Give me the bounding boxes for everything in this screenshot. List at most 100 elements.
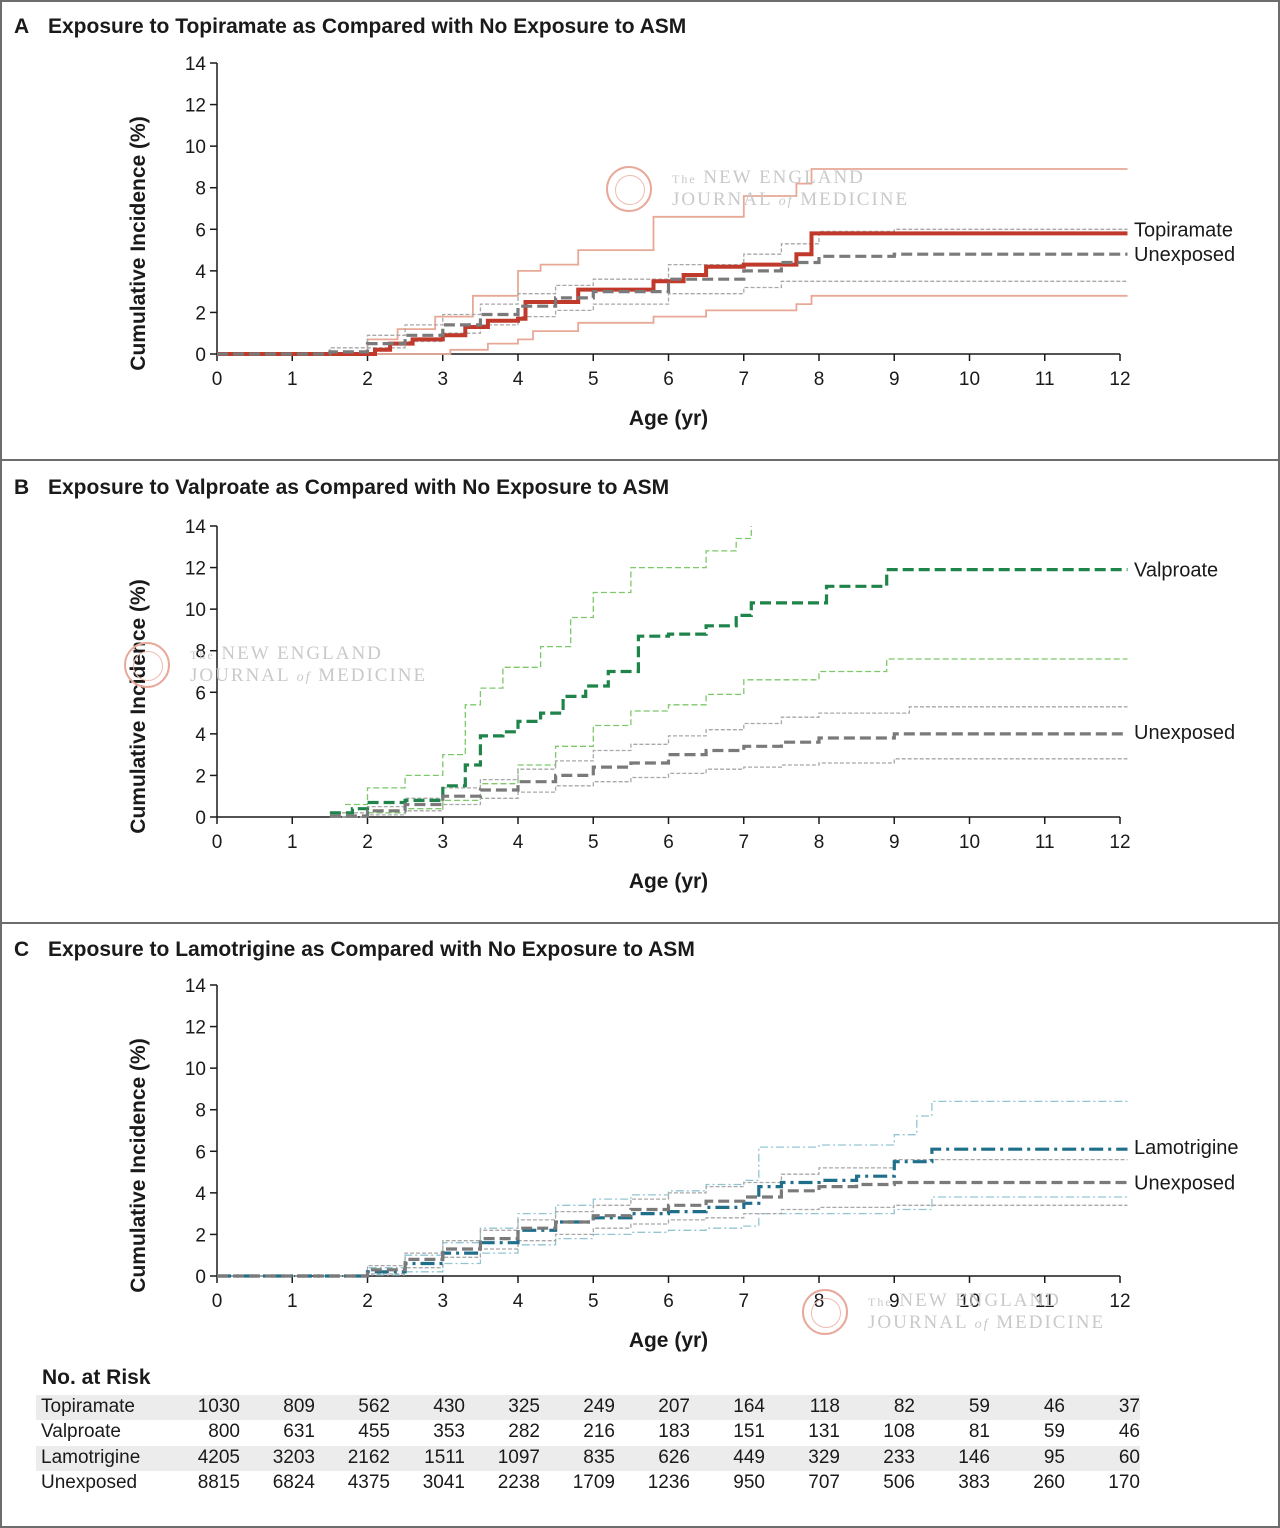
risk-cell: 59 [968,1396,990,1417]
risk-cell: 329 [808,1446,840,1468]
y-tick-label: 6 [195,220,206,241]
x-tick-label: 2 [362,1291,373,1312]
y-tick-label: 14 [185,976,207,997]
risk-cell: 1709 [572,1471,615,1493]
y-tick-label: 2 [195,303,206,324]
x-tick-label: 8 [814,369,825,390]
risk-cell: 249 [583,1396,615,1417]
risk-cell: 81 [968,1421,990,1443]
y-tick-label: 6 [195,1142,206,1163]
panel-b-letter: B [14,476,30,499]
panel-c-title: C Exposure to Lamotrigine as Compared wit… [14,938,695,962]
series-end-label: Topiramate [1134,219,1233,241]
x-axis-label: Age (yr) [629,407,708,430]
y-tick-label: 12 [185,96,206,117]
y-tick-label: 2 [195,766,206,787]
x-tick-label: 3 [437,369,448,390]
x-tick-label: 9 [889,1291,900,1312]
risk-row: Unexposed 8815 6824 4375 3041 2238 1709 1236 950… [36,1471,1140,1496]
risk-cell: 1511 [424,1446,465,1468]
x-tick-label: 10 [959,1291,980,1312]
risk-cell: 108 [883,1421,915,1443]
y-tick-label: 0 [195,808,206,829]
risk-table-heading: No. at Risk [42,1366,151,1389]
x-axis-label: Age (yr) [629,1329,708,1352]
risk-cell: 95 [1043,1446,1065,1468]
series-end-label: Unexposed [1134,1172,1235,1194]
y-tick-label: 4 [195,725,206,746]
y-tick-label: 8 [195,1101,206,1122]
risk-cell: 151 [733,1421,765,1443]
risk-row: Valproate 800 631 455 353 282 216 183 151 131 108 8… [36,1420,1140,1445]
x-tick-label: 12 [1109,1291,1130,1312]
y-tick-label: 10 [185,600,206,621]
x-tick-label: 0 [212,1291,223,1312]
risk-cell: 449 [733,1446,765,1468]
x-tick-label: 7 [738,1291,749,1312]
x-tick-label: 11 [1035,369,1055,390]
y-tick-label: 12 [185,1018,206,1039]
x-tick-label: 11 [1035,1291,1055,1312]
x-tick-label: 12 [1109,369,1130,390]
y-tick-label: 8 [195,642,206,663]
risk-row-label: Topiramate [41,1396,135,1417]
y-tick-label: 8 [195,179,206,200]
panel-b-title: B Exposure to Valproate as Compared with … [14,476,669,500]
x-tick-label: 12 [1109,832,1130,853]
ci-line-ci-lower [217,1196,1128,1277]
risk-cell: 383 [958,1471,990,1493]
x-tick-label: 7 [738,369,749,390]
risk-cell: 131 [808,1421,840,1443]
risk-cell: 4375 [347,1471,390,1493]
x-tick-label: 3 [437,1291,448,1312]
risk-cell: 216 [583,1421,615,1443]
panel-b-title-text: Exposure to Valproate as Compared with N… [48,476,670,499]
risk-cell: 809 [283,1396,315,1417]
risk-row-label: Lamotrigine [41,1446,141,1468]
risk-cell: 260 [1033,1471,1065,1493]
panel-a-title: A Exposure to Topiramate as Compared with… [14,15,686,39]
risk-cell: 3041 [422,1471,465,1493]
risk-cell: 282 [508,1421,540,1443]
y-tick-label: 10 [185,1059,206,1080]
x-tick-label: 4 [513,369,524,390]
series-line-unexposed [217,1180,1128,1278]
risk-cell: 183 [658,1421,690,1443]
risk-cell: 6824 [272,1471,315,1493]
risk-cell: 37 [1118,1396,1140,1417]
y-tick-label: 10 [185,137,206,158]
series-end-label: Valproate [1134,560,1218,582]
risk-cell: 353 [433,1421,465,1443]
x-tick-label: 5 [588,832,599,853]
x-tick-label: 6 [663,832,674,853]
ci-line-ci-lower [217,294,1128,355]
risk-cell: 506 [883,1471,915,1493]
x-tick-label: 5 [588,1291,599,1312]
risk-cell: 325 [508,1396,540,1417]
y-tick-label: 14 [185,54,207,75]
risk-cell: 164 [733,1396,765,1417]
x-tick-label: 8 [814,832,825,853]
x-tick-label: 0 [212,369,223,390]
panel-c-letter: C [14,938,30,961]
y-axis-label: Cumulative Incidence (%) [127,116,150,370]
risk-cell: 170 [1108,1471,1140,1493]
panel-a-title-text: Exposure to Topiramate as Compared with … [48,15,687,38]
risk-cell: 207 [658,1396,690,1417]
risk-cell: 8815 [197,1471,240,1493]
risk-cell: 631 [283,1421,315,1443]
y-tick-label: 2 [195,1225,206,1246]
risk-cell: 835 [583,1446,615,1468]
risk-cell: 562 [358,1396,390,1417]
series-line-unexposed [217,252,1128,356]
x-tick-label: 10 [959,832,980,853]
x-tick-label: 11 [1035,832,1055,853]
ci-line-ci-lower [367,658,1128,814]
y-tick-label: 12 [185,559,206,580]
risk-cell: 59 [1043,1421,1065,1443]
ci-line-ci-upper [217,1100,1128,1277]
x-tick-label: 8 [814,1291,825,1312]
panel-c-title-text: Exposure to Lamotrigine as Compared with… [48,938,695,961]
panel-divider [0,459,1280,461]
